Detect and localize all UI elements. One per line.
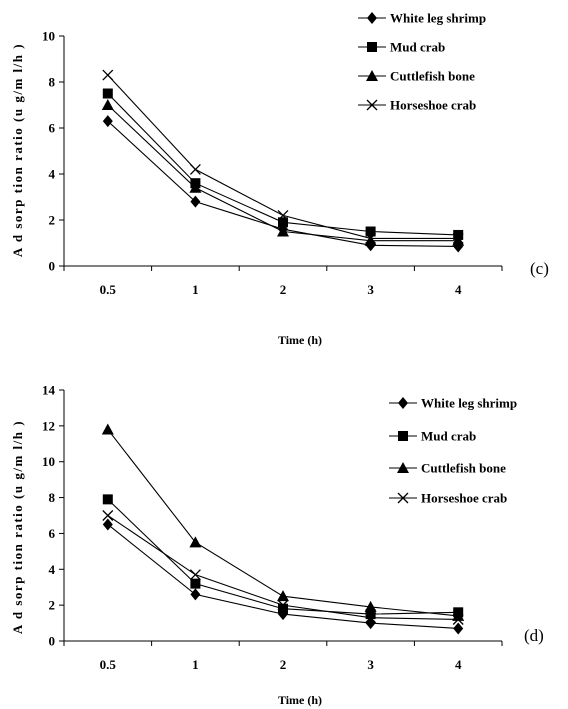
chart-d-markers — [101, 423, 465, 635]
chart-c-y-tick-label: 0 — [49, 259, 56, 274]
chart-d-point-mud-crab — [102, 494, 113, 505]
chart-d-point-cuttlefish-bone — [189, 536, 202, 548]
chart-d-point-horseshoe-crab — [365, 612, 377, 624]
chart-c-legend-label: Mud crab — [390, 40, 445, 55]
chart-c-legend-marker — [367, 12, 377, 24]
chart-c-point-horseshoe-crab — [189, 163, 201, 175]
chart-d-x-tick-label: 4 — [455, 657, 462, 672]
chart-d-point-horseshoe-crab — [452, 614, 464, 625]
chart-c-y-tick-label: 10 — [42, 29, 55, 44]
chart-c-y-axis-label: A d sorp tion ratio (u g/m l/h ) — [10, 43, 25, 257]
chart-c-x-tick-label: 4 — [455, 282, 462, 297]
chart-d-point-mud-crab — [278, 603, 288, 614]
chart-d-y-tick-label: 12 — [42, 418, 55, 433]
chart-d-y-tick-label: 2 — [49, 598, 56, 613]
chart-d-y-tick-label: 8 — [49, 490, 56, 505]
chart-d-x-axis-label: Time (h) — [278, 693, 322, 707]
chart-d-point-horseshoe-crab — [277, 599, 289, 611]
chart-d-series-line-cuttlefish-bone — [107, 429, 459, 617]
chart-d-legend-marker — [397, 492, 409, 504]
chart-c-legend: White leg shrimp Mud crab Cuttlefish bone H… — [358, 11, 486, 113]
chart-d-legend-marker — [397, 462, 409, 473]
chart-c-point-cuttlefish-bone — [452, 234, 465, 246]
chart-d-point-cuttlefish-bone — [452, 609, 465, 621]
chart-d: A d sorp tion ratio (u g/m l/h ) Time (h… — [10, 383, 544, 708]
chart-d-legend-label: Cuttlefish bone — [421, 461, 506, 476]
chart-d-point-mud-crab — [190, 578, 201, 589]
chart-d-point-white-leg-shrimp — [453, 622, 464, 635]
chart-d-legend: White leg shrimp Mud crab Cuttlefish bone H… — [389, 396, 517, 506]
chart-d-y-tick-label: 6 — [49, 526, 56, 541]
chart-c-point-horseshoe-crab — [102, 69, 114, 81]
chart-c-axes — [59, 35, 503, 271]
chart-c-x-tick-label: 3 — [367, 282, 374, 297]
chart-d-point-cuttlefish-bone — [364, 600, 377, 612]
chart-d-axes — [59, 389, 503, 646]
chart-c-markers — [101, 69, 465, 253]
chart-c-y-tick-label: 8 — [49, 75, 56, 90]
chart-d-y-tick-label: 4 — [49, 562, 56, 577]
chart-c: A d sorp tion ratio (u g/m l/h ) Time (h… — [10, 11, 549, 348]
chart-c-x-tick-label: 1 — [192, 282, 199, 297]
chart-d-point-cuttlefish-bone — [101, 423, 114, 435]
chart-c-series-line-mud-crab — [107, 93, 459, 236]
chart-c-point-horseshoe-crab — [365, 232, 377, 244]
chart-d-point-horseshoe-crab — [102, 510, 114, 521]
chart-d-point-cuttlefish-bone — [277, 590, 289, 602]
chart-c-tick-labels: 0.5 1 2 3 4 0 2 4 6 8 10 — [42, 29, 462, 298]
chart-d-panel-label: (d) — [524, 626, 544, 645]
chart-d-x-tick-label: 0.5 — [100, 657, 117, 672]
chart-c-y-tick-label: 6 — [49, 121, 56, 136]
chart-c-point-mud-crab — [278, 217, 288, 228]
chart-d-legend-label: Horseshoe crab — [421, 491, 507, 506]
chart-d-y-tick-label: 0 — [49, 634, 56, 649]
chart-d-legend-marker — [398, 397, 408, 409]
chart-c-point-mud-crab — [102, 88, 113, 99]
chart-c-x-tick-label: 0.5 — [100, 282, 117, 297]
chart-d-x-tick-label: 1 — [192, 657, 199, 672]
chart-d-y-tick-label: 10 — [42, 454, 55, 469]
chart-d-point-white-leg-shrimp — [190, 588, 201, 601]
chart-c-point-horseshoe-crab — [452, 232, 464, 244]
chart-d-legend-marker — [398, 431, 408, 441]
chart-c-x-tick-label: 2 — [280, 282, 287, 297]
chart-d-point-white-leg-shrimp — [102, 518, 113, 531]
chart-c-legend-marker — [366, 99, 378, 111]
chart-c-point-cuttlefish-bone — [189, 181, 202, 193]
chart-c-legend-marker — [366, 70, 378, 81]
chart-c-point-cuttlefish-bone — [101, 99, 114, 110]
chart-c-point-cuttlefish-bone — [277, 225, 289, 237]
chart-d-point-horseshoe-crab — [189, 569, 201, 581]
chart-c-point-mud-crab — [365, 226, 376, 237]
chart-c-legend-label: Cuttlefish bone — [390, 69, 475, 84]
chart-d-x-tick-label: 2 — [280, 657, 287, 672]
chart-d-point-mud-crab — [365, 609, 376, 620]
chart-d-legend-label: Mud crab — [421, 429, 476, 444]
chart-c-point-white-leg-shrimp — [102, 115, 113, 128]
chart-c-legend-label: White leg shrimp — [390, 11, 486, 26]
chart-d-y-tick-label: 14 — [42, 383, 56, 398]
chart-d-y-axis-label: A d sorp tion ratio (u g/m l/h ) — [10, 420, 25, 634]
chart-c-point-white-leg-shrimp — [190, 195, 201, 208]
chart-c-panel-label: (c) — [530, 259, 549, 278]
chart-d-legend-label: White leg shrimp — [421, 396, 517, 411]
chart-c-point-horseshoe-crab — [277, 209, 289, 221]
chart-c-point-cuttlefish-bone — [364, 234, 377, 246]
chart-c-legend-marker — [367, 42, 377, 52]
chart-d-x-tick-label: 3 — [367, 657, 374, 672]
chart-c-legend-label: Horseshoe crab — [390, 98, 476, 113]
chart-c-y-tick-label: 4 — [49, 167, 56, 182]
chart-c-x-axis-label: Time (h) — [278, 333, 322, 347]
chart-c-y-tick-label: 2 — [49, 213, 56, 228]
